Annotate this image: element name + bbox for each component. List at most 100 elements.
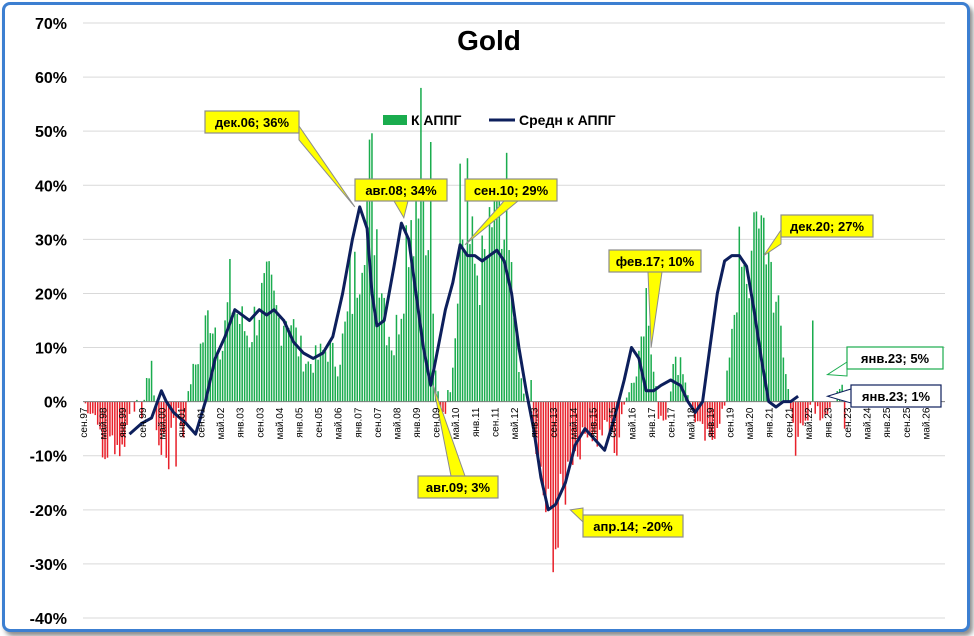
bar [785,374,787,402]
callout-pointer [298,124,356,208]
bar [816,401,819,407]
bar [665,401,667,420]
bar [383,297,385,402]
bar [273,290,275,402]
bar [598,401,601,430]
bar [802,401,804,426]
bar [478,305,481,402]
bar [625,397,628,402]
bar [777,295,780,402]
x-tick-label: май.26 [921,407,932,439]
bar [270,274,273,402]
bar [743,264,745,402]
bar [540,401,542,467]
bar [175,401,177,467]
bar [96,401,99,425]
bar [748,298,750,402]
bar [731,328,733,402]
x-tick-label: май.98 [99,407,110,439]
bar [410,220,412,402]
bar [268,261,270,402]
bar [723,401,726,406]
y-tick-label: -20% [30,503,67,520]
callout-box [850,384,942,408]
bar [106,401,109,458]
bar [628,392,630,402]
x-tick-label: сен.17 [667,407,678,437]
bar [780,325,782,402]
legend-bar-swatch [383,115,407,125]
x-tick-label: сен.21 [784,407,795,437]
y-tick-label: 10% [35,341,67,358]
bar [407,267,410,402]
bar [329,341,332,402]
bar [202,342,204,402]
callout-label: фев.17; 10% [616,254,695,269]
y-tick-label: -40% [30,611,67,628]
bar [385,345,388,402]
bar [309,364,312,402]
bar [569,401,572,467]
bar [638,350,640,402]
bar [258,319,261,402]
bar [508,250,510,402]
bar [280,345,283,402]
bar [395,314,398,402]
bar [775,301,777,402]
bar [765,264,767,402]
bar [447,390,449,402]
bar [305,363,307,402]
callouts: дек.06; 36% авг.08; 34% сен.10; 29% авг.09;… [204,110,944,538]
x-tick-label: янв.19 [706,407,717,438]
bar [567,401,569,462]
bar [564,401,567,505]
bar [405,225,408,402]
bar [412,256,415,402]
bar [692,401,694,409]
bar [118,401,121,457]
x-tick-label: май.00 [157,407,168,439]
y-tick-label: 30% [35,232,67,249]
bar [594,401,596,433]
y-tick-label: 50% [35,124,67,141]
bar [579,401,581,460]
bar [454,338,456,402]
bar [515,328,518,402]
bar [427,250,430,402]
callout-pointer [647,271,663,348]
bar [772,312,775,402]
bar [471,216,474,402]
callout-box [354,178,448,202]
bar [481,235,483,402]
bar [434,370,437,402]
bar [501,248,503,402]
bar [172,401,175,418]
bar [429,142,432,402]
bar [496,186,498,402]
bar [422,190,425,402]
bar [121,401,123,445]
x-tick-label: янв.05 [295,407,306,438]
y-tick-label: 20% [35,286,67,303]
bar [376,229,378,402]
bar [716,401,719,428]
bar [819,401,821,421]
bar [346,311,349,402]
x-tick-label: май.22 [804,407,815,439]
bar [332,342,334,402]
bar [238,323,241,402]
bar [248,347,251,402]
bar [677,375,679,402]
bar [591,401,594,442]
bar [432,313,434,402]
callout-label: янв.23; 1% [862,389,931,404]
callout-box [204,110,300,134]
bar [400,318,403,402]
callout-box [846,346,944,370]
bar [466,158,469,402]
bar [606,401,608,422]
bar [420,87,422,402]
bar [371,133,373,402]
callout-box [780,214,874,238]
bar [236,314,239,402]
